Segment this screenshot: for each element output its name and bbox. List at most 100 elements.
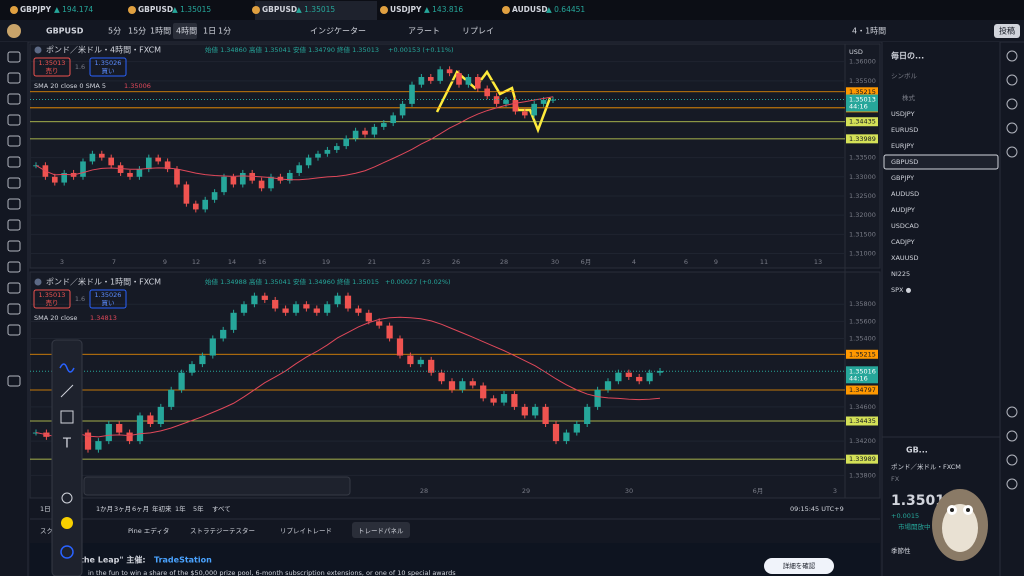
candle <box>315 153 321 158</box>
tab-symbol: GBPJPY <box>20 5 52 14</box>
interval[interactable]: 1分 <box>218 27 231 36</box>
interval[interactable]: 15分 <box>128 27 146 36</box>
bottom-tab[interactable]: ストラテジーテスター <box>190 526 255 535</box>
last-price-label: 1.35016 <box>849 367 876 375</box>
candle <box>563 432 570 442</box>
chart-title: ポンド／米ドル・1時間・FXCM <box>46 277 161 287</box>
active-tab[interactable] <box>255 1 377 20</box>
watchlist-symbol[interactable]: EURJPY <box>891 142 914 150</box>
ad-headline: the Leap" 主催: <box>80 555 146 565</box>
candle <box>334 295 341 305</box>
sma-line <box>35 316 661 438</box>
watchlist-symbol[interactable]: AUDJPY <box>891 206 915 214</box>
watchlist-symbol[interactable]: USDCAD <box>891 222 919 230</box>
last-price-label: 1.35013 <box>849 96 876 104</box>
avatar <box>7 24 21 38</box>
x-tick-label: 3 <box>60 258 64 266</box>
candle <box>615 372 622 382</box>
candle <box>344 295 352 309</box>
y-tick-label: 1.35500 <box>849 77 876 85</box>
symbol-search: GBPUSD <box>46 27 84 36</box>
candle <box>474 77 481 89</box>
tab-symbol: AUDUSD <box>512 5 548 14</box>
active-bottom-tab[interactable] <box>352 522 410 538</box>
sma-line <box>35 96 554 181</box>
x-tick-label: 26 <box>452 258 460 266</box>
range-button[interactable]: すべて <box>212 505 231 513</box>
ohlc: 始値 1.34860 高値 1.35041 安値 1.34790 終値 1.35… <box>205 45 379 54</box>
candle <box>484 88 491 97</box>
countdown: 44:16 <box>849 374 868 382</box>
watchlist-title: 毎日の... <box>891 51 924 61</box>
tool-icon <box>7 51 21 63</box>
watchlist-symbol[interactable]: GBPUSD <box>891 158 918 166</box>
range-button[interactable]: 1か月 <box>96 505 113 513</box>
candle <box>448 381 456 390</box>
buy-box <box>89 289 127 309</box>
watchlist-symbol[interactable]: NI225 <box>891 270 910 278</box>
watchlist-symbol[interactable]: SPX ● <box>891 286 912 294</box>
range-button[interactable]: 1日 <box>40 505 51 513</box>
candle <box>178 372 185 390</box>
last-price-tag <box>846 94 878 112</box>
range-button[interactable]: 5年 <box>193 504 204 513</box>
tool-icon <box>7 72 21 84</box>
tab-quote: ▲ 143.816 <box>424 5 463 14</box>
ad-banner <box>30 543 880 576</box>
y-tick-label: 1.32500 <box>849 192 876 200</box>
candle <box>84 432 92 450</box>
range-button[interactable]: 年初来 <box>152 504 172 513</box>
section-header: 株式 <box>902 93 916 102</box>
watchlist-symbol[interactable]: AUDUSD <box>891 190 919 198</box>
cursor-tool[interactable] <box>61 517 73 529</box>
bottom-tab[interactable]: Pine エディタ <box>128 526 169 535</box>
watchlist-symbol[interactable]: USDJPY <box>891 110 915 118</box>
chart-title: ポンド／米ドル・4時間・FXCM <box>46 45 161 55</box>
x-tick-label: 30 <box>625 487 633 495</box>
candle <box>313 308 320 313</box>
tab-quote: ▲ 1.35015 <box>172 5 211 14</box>
interval[interactable]: 5分 <box>108 27 121 36</box>
watchlist-symbol[interactable]: XAUUSD <box>891 254 919 262</box>
tool-icon <box>7 324 21 336</box>
range-button[interactable]: 3ヶ月 <box>114 505 131 513</box>
bottom-tab[interactable]: トレードパネル <box>358 527 404 535</box>
watchlist-symbol[interactable]: CADJPY <box>891 238 915 246</box>
candle <box>503 100 509 104</box>
candle <box>305 157 312 166</box>
symbol-icon <box>34 46 42 54</box>
interval-active <box>173 23 197 39</box>
select-tool[interactable] <box>60 545 74 559</box>
text-tool[interactable]: T <box>62 437 71 452</box>
line-tool[interactable] <box>60 384 74 398</box>
candle <box>550 99 556 101</box>
rotate-tool[interactable] <box>61 492 73 504</box>
curve-tool[interactable] <box>59 363 75 373</box>
range-button[interactable]: 1年 <box>175 504 186 513</box>
y-tick-label: 1.35600 <box>849 317 876 325</box>
interval[interactable]: 4時間 <box>176 27 197 36</box>
x-tick-label: 14 <box>228 258 236 266</box>
currency: USD <box>849 48 863 56</box>
watchlist-symbol[interactable]: GBPJPY <box>891 174 914 182</box>
candle <box>127 172 133 177</box>
y-tick-label: 1.36000 <box>849 58 876 66</box>
rect-tool[interactable] <box>60 410 74 424</box>
candle <box>532 406 539 416</box>
x-tick-label: 28 <box>420 487 428 495</box>
ad-button-label: 詳細を確認 <box>783 561 816 570</box>
bottom-tab[interactable]: リプレイトレード <box>280 527 332 535</box>
interval[interactable]: 1時間 <box>150 27 171 36</box>
sell-price: 1.35013 <box>39 291 66 299</box>
watchlist-symbol[interactable]: EURUSD <box>891 126 918 134</box>
level-tag <box>846 416 878 426</box>
range-button[interactable]: 6ヶ月 <box>132 505 149 513</box>
candle <box>136 169 143 177</box>
level-label: 1.35215 <box>849 88 876 96</box>
tool-icon <box>7 135 21 147</box>
x-tick-label: 28 <box>500 258 508 266</box>
candle <box>480 385 487 399</box>
y-tick-label: 1.32000 <box>849 211 876 219</box>
ad-button[interactable] <box>764 558 834 574</box>
interval[interactable]: 1日 <box>203 27 216 36</box>
